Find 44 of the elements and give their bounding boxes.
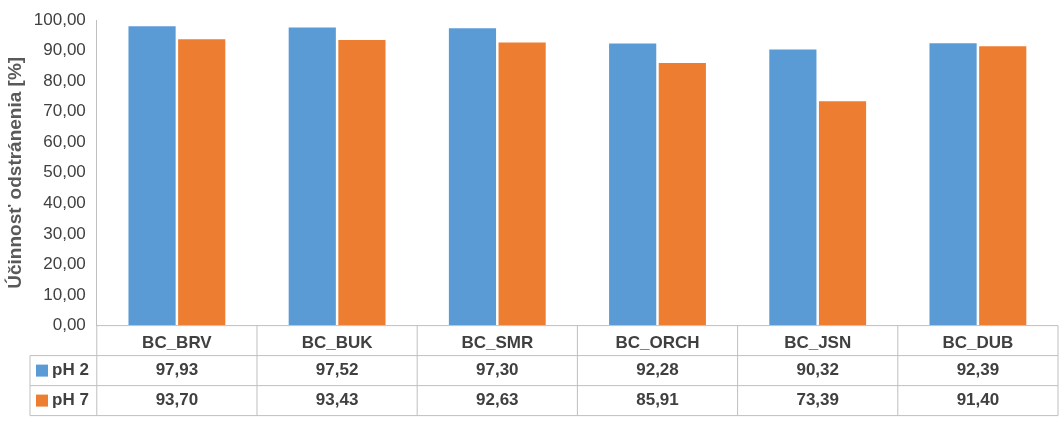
bar <box>338 40 386 326</box>
bar <box>818 101 867 326</box>
legend-label: pH 7 <box>52 390 89 410</box>
data-label: 90,32 <box>796 360 839 380</box>
y-tick-label: 20,00 <box>43 254 86 274</box>
data-label: 92,63 <box>476 390 519 410</box>
y-tick-label: 70,00 <box>43 101 86 121</box>
y-tick-label: 100,00 <box>33 9 86 29</box>
data-label: 92,28 <box>636 360 679 380</box>
bar <box>658 63 706 326</box>
bar <box>178 39 226 326</box>
x-tick-label: BC_SMR <box>461 333 534 353</box>
data-label: 91,40 <box>956 390 1000 410</box>
y-tick-label: 40,00 <box>43 193 86 213</box>
y-tick-label: 80,00 <box>43 70 86 90</box>
y-axis-title: Účinnosť odstránenia [%] <box>3 56 25 289</box>
data-label: 85,91 <box>636 390 679 410</box>
bar <box>128 26 176 326</box>
y-tick-label: 60,00 <box>43 131 86 151</box>
y-tick-label: 0,00 <box>52 315 86 335</box>
y-tick-label: 10,00 <box>43 284 86 304</box>
x-tick-label: BC_DUB <box>942 333 1014 353</box>
y-tick-label: 50,00 <box>43 162 86 182</box>
data-label: 73,39 <box>796 390 839 410</box>
x-tick-label: BC_ORCH <box>615 333 700 353</box>
bar <box>929 43 977 326</box>
bar <box>498 42 546 326</box>
y-tick-label: 90,00 <box>43 40 86 60</box>
bar <box>609 43 657 326</box>
data-label: 92,39 <box>956 360 1000 380</box>
x-tick-label: BC_BUK <box>301 333 374 353</box>
bar <box>769 49 817 326</box>
data-label: 97,30 <box>476 360 519 380</box>
legend-label: pH 2 <box>52 360 89 380</box>
bar <box>979 46 1027 326</box>
bar <box>288 27 336 326</box>
bar <box>448 28 497 326</box>
data-label: 97,52 <box>315 360 359 380</box>
x-tick-label: BC_BRV <box>142 333 213 353</box>
x-tick-label: BC_JSN <box>784 333 852 353</box>
data-label: 93,43 <box>315 390 359 410</box>
y-tick-label: 30,00 <box>43 223 86 243</box>
data-label: 93,70 <box>155 390 199 410</box>
data-label: 97,93 <box>155 360 199 380</box>
